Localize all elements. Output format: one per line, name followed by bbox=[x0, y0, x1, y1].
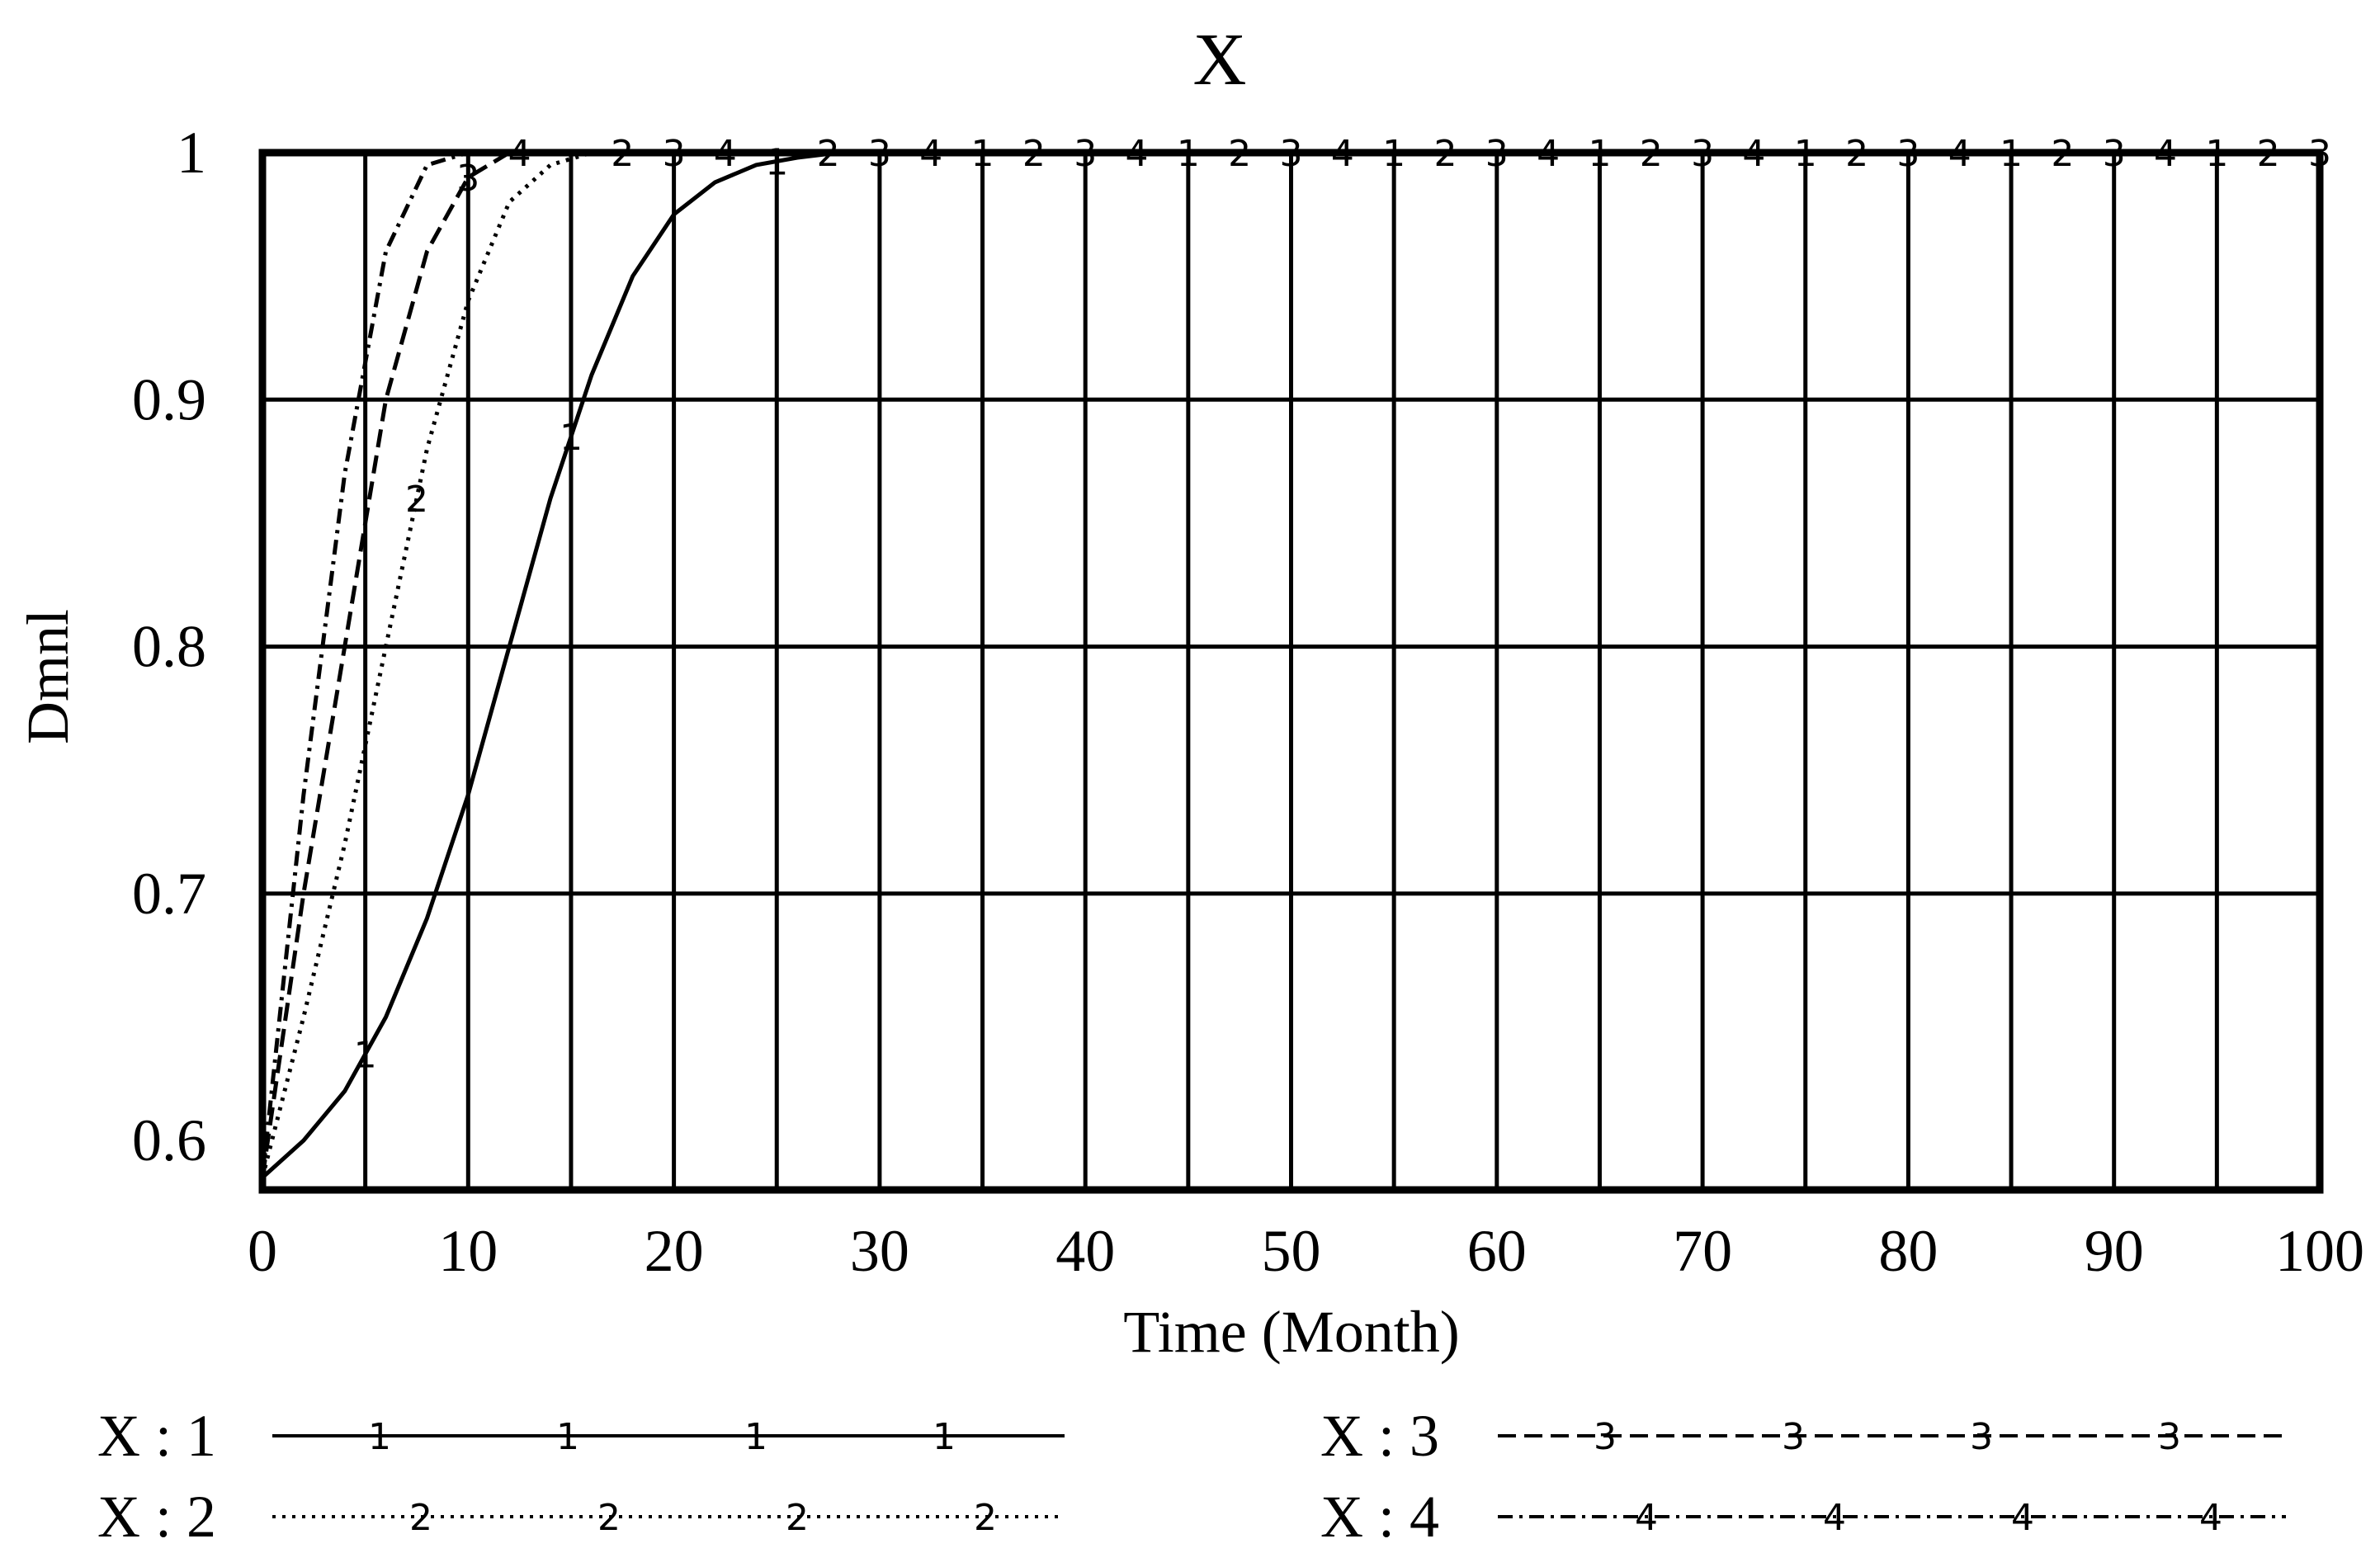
legend-marker-1: 1 bbox=[368, 1416, 391, 1458]
x-tick-label: 30 bbox=[850, 1218, 909, 1284]
grid bbox=[262, 153, 2320, 1190]
y-tick-label: 0.6 bbox=[132, 1107, 206, 1173]
legend-label-2: X : 2 bbox=[97, 1484, 216, 1550]
series-1-marker: 1 bbox=[560, 417, 583, 459]
legend-marker-4: 4 bbox=[1635, 1497, 1658, 1539]
legend-marker-2: 2 bbox=[597, 1497, 621, 1539]
series-2-marker: 2 bbox=[405, 479, 428, 521]
legend-marker-1: 1 bbox=[933, 1416, 956, 1458]
x-tick-label: 40 bbox=[1055, 1218, 1115, 1284]
x-tick-label: 50 bbox=[1262, 1218, 1321, 1284]
x-axis-label: Time (Month) bbox=[1123, 1299, 1459, 1365]
plot-frame bbox=[258, 149, 2324, 1194]
x-tick-labels: 0 10 20 30 40 50 60 70 80 90 100 bbox=[248, 1218, 2364, 1284]
x-tick-label: 90 bbox=[2085, 1218, 2144, 1284]
y-tick-label: 0.9 bbox=[132, 366, 206, 432]
x-tick-label: 80 bbox=[1878, 1218, 1938, 1284]
legend: X : 1 1 1 1 1 X : 2 2 2 2 2 X : 3 3 3 3 3 X : 4 4 4 4 4 bbox=[97, 1403, 2286, 1550]
chart-title: X bbox=[1193, 19, 1247, 101]
legend-marker-3: 3 bbox=[1782, 1416, 1805, 1458]
y-tick-label: 0.8 bbox=[132, 614, 206, 680]
legend-marker-3: 3 bbox=[1970, 1416, 1993, 1458]
y-tick-label: 1 bbox=[177, 120, 206, 186]
legend-label-1: X : 1 bbox=[97, 1403, 216, 1469]
legend-marker-1: 1 bbox=[556, 1416, 579, 1458]
y-axis-label: Dmnl bbox=[15, 609, 81, 744]
series-line-3 bbox=[260, 150, 2320, 1178]
legend-marker-4: 4 bbox=[2199, 1497, 2222, 1539]
legend-marker-4: 4 bbox=[2011, 1497, 2034, 1539]
legend-marker-2: 2 bbox=[786, 1497, 809, 1539]
x-tick-label: 0 bbox=[248, 1218, 277, 1284]
x-tick-label: 60 bbox=[1467, 1218, 1527, 1284]
legend-marker-1: 1 bbox=[744, 1416, 767, 1458]
legend-marker-3: 3 bbox=[2158, 1416, 2181, 1458]
legend-marker-2: 2 bbox=[409, 1497, 432, 1539]
legend-label-3: X : 3 bbox=[1320, 1403, 1439, 1469]
series-3-marker: 3 bbox=[456, 158, 479, 200]
y-tick-labels: 0.6 0.7 0.8 0.9 1 bbox=[132, 120, 206, 1173]
legend-marker-2: 2 bbox=[974, 1497, 997, 1539]
series-1-marker: 1 bbox=[765, 141, 788, 183]
x-tick-label: 10 bbox=[438, 1218, 498, 1284]
y-tick-label: 0.7 bbox=[132, 861, 206, 927]
legend-marker-3: 3 bbox=[1594, 1416, 1617, 1458]
legend-label-4: X : 4 bbox=[1320, 1484, 1439, 1550]
legend-marker-4: 4 bbox=[1823, 1497, 1846, 1539]
series-1-marker: 1 bbox=[354, 1034, 377, 1076]
x-tick-label: 20 bbox=[645, 1218, 704, 1284]
x-tick-label: 70 bbox=[1673, 1218, 1732, 1284]
x-tick-label: 100 bbox=[2275, 1218, 2364, 1284]
